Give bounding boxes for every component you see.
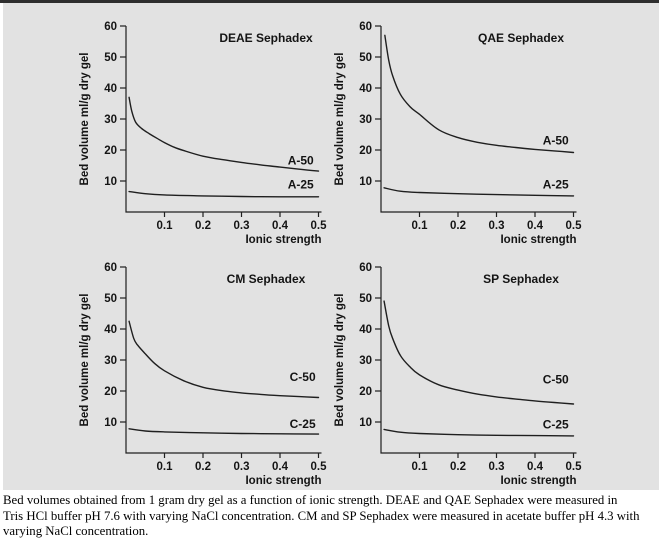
series-label-A-50: A-50 xyxy=(288,154,314,168)
caption-line: varying NaCl concentration. xyxy=(3,524,149,538)
x-axis-title: Ionic strength xyxy=(500,234,576,246)
y-tick-label: 40 xyxy=(359,324,372,336)
y-tick-label: 50 xyxy=(104,293,117,305)
figure-caption: Bed volumes obtained from 1 gram dry gel… xyxy=(3,493,657,540)
chart-title: CM Sephadex xyxy=(227,272,306,286)
series-label-A-50: A-50 xyxy=(543,133,569,147)
chart-deae-sephadex: 10 20 30 40 50 60 0.1 0.2 0.3 0.4 0.5 Bed volume ml… xyxy=(79,21,328,246)
series-curve-A-50 xyxy=(384,34,575,154)
series-curve-C-50 xyxy=(383,300,575,405)
y-tick-label: 10 xyxy=(359,417,372,429)
y-axis-title: Bed volume ml/g dry gel xyxy=(79,294,91,427)
series-curve-C-50 xyxy=(128,320,320,399)
y-tick-label: 20 xyxy=(104,145,117,157)
x-tick-label: 0.3 xyxy=(234,220,250,232)
series-curve-C-25 xyxy=(383,428,575,437)
y-tick-label: 40 xyxy=(359,83,372,95)
y-tick-label: 10 xyxy=(359,176,372,188)
y-tick-label: 20 xyxy=(359,386,372,398)
x-tick-label: 0.3 xyxy=(234,461,250,473)
x-tick-label: 0.1 xyxy=(157,461,174,473)
chart-sp-sephadex: 10 20 30 40 50 60 0.1 0.2 0.3 0.4 0.5 Bed volume ml… xyxy=(334,262,583,487)
x-tick-label: 0.5 xyxy=(566,220,583,232)
chart-title: DEAE Sephadex xyxy=(219,31,313,45)
y-tick-label: 10 xyxy=(104,176,117,188)
x-tick-label: 0.4 xyxy=(527,461,544,473)
x-tick-label: 0.3 xyxy=(489,461,505,473)
x-tick-label: 0.5 xyxy=(311,220,328,232)
x-tick-label: 0.2 xyxy=(195,461,211,473)
x-tick-label: 0.4 xyxy=(272,461,289,473)
series-curve-C-25 xyxy=(128,428,320,435)
x-tick-label: 0.1 xyxy=(412,461,429,473)
series-label-C-25: C-25 xyxy=(290,417,316,431)
x-tick-label: 0.2 xyxy=(450,461,466,473)
caption-line: Bed volumes obtained from 1 gram dry gel… xyxy=(3,493,618,507)
x-tick-label: 0.1 xyxy=(412,220,429,232)
x-tick-label: 0.1 xyxy=(157,220,174,232)
y-tick-label: 30 xyxy=(359,114,372,126)
x-axis-title: Ionic strength xyxy=(245,475,321,487)
charts-area: 10 20 30 40 50 60 0.1 0.2 0.3 0.4 0.5 Bed volume ml… xyxy=(3,3,659,490)
y-tick-label: 60 xyxy=(104,262,117,274)
y-tick-label: 50 xyxy=(359,52,372,64)
x-tick-label: 0.5 xyxy=(566,461,583,473)
chart-qae-sephadex: 10 20 30 40 50 60 0.1 0.2 0.3 0.4 0.5 Bed volume ml… xyxy=(334,21,583,246)
y-tick-label: 60 xyxy=(104,21,117,33)
y-tick-label: 60 xyxy=(359,262,372,274)
series-label-A-25: A-25 xyxy=(543,177,569,191)
series-label-C-25: C-25 xyxy=(543,418,569,432)
chart-title: SP Sephadex xyxy=(483,272,559,286)
y-axis-title: Bed volume ml/g dry gel xyxy=(334,294,346,427)
y-tick-label: 50 xyxy=(104,52,117,64)
x-tick-label: 0.4 xyxy=(527,220,544,232)
series-curve-A-25 xyxy=(383,187,575,197)
y-tick-label: 30 xyxy=(359,355,372,367)
y-tick-label: 60 xyxy=(359,21,372,33)
y-axis-title: Bed volume ml/g dry gel xyxy=(334,53,346,186)
caption-line: Tris HCl buffer pH 7.6 with varying NaCl… xyxy=(3,508,640,523)
y-tick-label: 40 xyxy=(104,83,117,95)
series-curve-A-25 xyxy=(128,190,320,198)
series-label-C-50: C-50 xyxy=(290,370,316,384)
y-axis-title: Bed volume ml/g dry gel xyxy=(79,53,91,186)
y-tick-label: 50 xyxy=(359,293,372,305)
y-tick-label: 30 xyxy=(104,355,117,367)
y-tick-label: 20 xyxy=(359,145,372,157)
x-tick-label: 0.2 xyxy=(450,220,466,232)
x-tick-label: 0.5 xyxy=(311,461,328,473)
x-axis-title: Ionic strength xyxy=(245,234,321,246)
x-axis-title: Ionic strength xyxy=(500,475,576,487)
series-curve-A-50 xyxy=(128,96,320,172)
series-label-C-50: C-50 xyxy=(543,373,569,387)
x-tick-label: 0.2 xyxy=(195,220,211,232)
x-tick-label: 0.3 xyxy=(489,220,505,232)
chart-title: QAE Sephadex xyxy=(478,31,564,45)
chart-cm-sephadex: 10 20 30 40 50 60 0.1 0.2 0.3 0.4 0.5 Bed volume ml… xyxy=(79,262,328,487)
y-tick-label: 20 xyxy=(104,386,117,398)
x-tick-label: 0.4 xyxy=(272,220,289,232)
y-tick-label: 30 xyxy=(104,114,117,126)
top-rule xyxy=(0,0,659,3)
y-tick-label: 10 xyxy=(104,417,117,429)
y-tick-label: 40 xyxy=(104,324,117,336)
series-label-A-25: A-25 xyxy=(288,177,314,191)
